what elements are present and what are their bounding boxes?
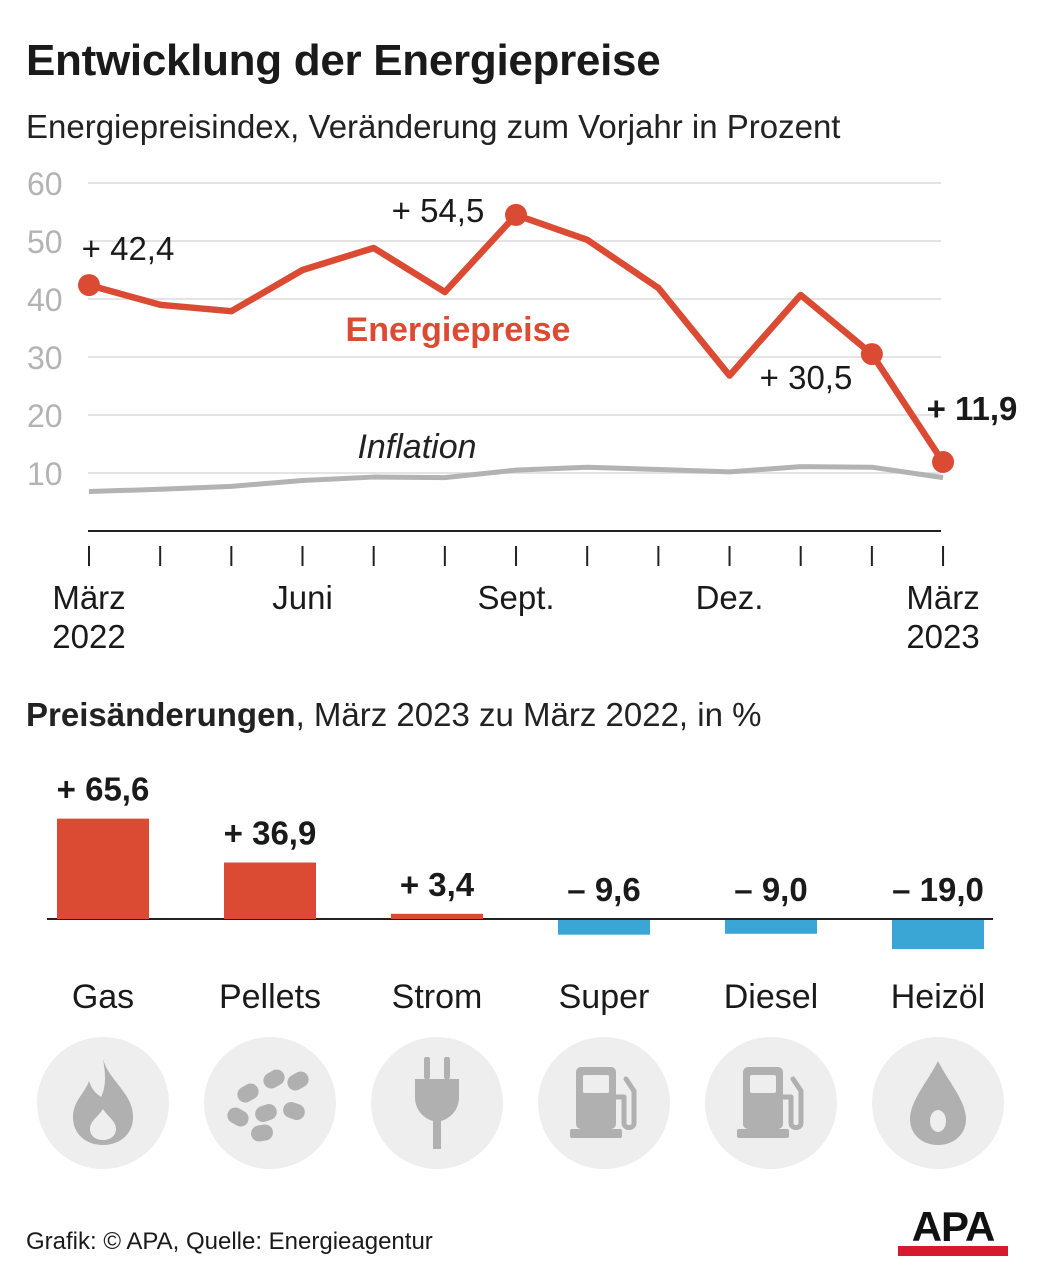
bar-value-label: – 9,0 [734,871,807,908]
series-label-inflation: Inflation [357,428,476,466]
bar-value-label: + 3,4 [400,866,475,903]
y-tick-label: 40 [27,282,63,318]
plug-pin [424,1057,430,1079]
pump-hose [780,1076,804,1130]
pellet [227,1107,249,1127]
bar-category-label: Heizöl [891,978,985,1016]
bar [558,920,650,935]
series-label-energy: Energiepreise [346,311,571,349]
pellet [287,1071,309,1091]
chart-subtitle: Energiepreisindex, Veränderung zum Vorja… [26,108,841,145]
pump-base [737,1129,789,1138]
pump-display [750,1075,776,1093]
bar-value-label: + 65,6 [57,771,150,808]
y-tick-label: 10 [27,456,63,492]
bar [391,913,483,919]
x-tick-label: Juni [272,579,333,616]
chart-title: Entwicklung der Energiepreise [26,36,661,85]
source-footer: Grafik: © APA, Quelle: Energieagentur [26,1228,433,1255]
icon-circle [204,1037,336,1169]
y-tick-label: 20 [27,398,63,434]
energy-data-point [932,450,955,473]
bar [892,920,984,950]
x-tick-label: Dez. [696,579,764,616]
pellet [251,1124,273,1142]
pellet [283,1101,305,1121]
plug-pin [444,1057,450,1079]
bar [725,920,817,934]
pellet [237,1083,259,1103]
data-label: + 11,9 [927,390,1018,427]
inflation-line [88,464,944,495]
bar-category-label: Diesel [724,978,818,1016]
y-tick-label: 60 [27,166,63,202]
y-tick-label: 50 [27,224,63,260]
energy-data-point [505,203,528,226]
bar-value-label: + 36,9 [224,815,317,852]
data-label: + 54,5 [392,192,485,229]
pump-display [583,1075,609,1093]
fuel-pump-icon [570,1067,637,1138]
data-label: + 30,5 [760,359,853,396]
x-tick-label: 2023 [906,618,979,655]
bar-category-label: Super [559,978,650,1016]
plug-icon [415,1057,459,1149]
bar-category-label: Strom [392,978,483,1016]
fuel-pump-icon [737,1067,804,1138]
drop-highlight [930,1110,946,1132]
bar-chart-heading: Preisänderungen, März 2023 zu März 2022,… [26,696,761,734]
x-tick-label: März [906,579,979,616]
pellet [255,1103,277,1123]
apa-logo-bar [898,1246,1008,1256]
bar [224,862,316,919]
bar-category-label: Gas [72,978,134,1016]
pump-hose [613,1076,637,1130]
bar [57,818,149,919]
flame-shape [73,1059,133,1145]
y-tick-label: 30 [27,340,63,376]
bar-value-label: – 19,0 [892,871,984,908]
oil-drop-icon [910,1061,966,1145]
data-label: + 42,4 [82,230,175,267]
apa-logo: APA [898,1203,1008,1258]
x-tick-label: 2022 [52,618,125,655]
pellets-icon [227,1069,309,1142]
bar-value-label: – 9,6 [567,871,640,908]
x-tick-label: Sept. [477,579,554,616]
energy-data-point [860,343,883,366]
apa-logo-text: APA [911,1203,996,1250]
pump-base [570,1129,622,1138]
x-tick-label: März [52,579,125,616]
energy-data-point [78,274,100,297]
pellet [263,1069,285,1089]
bar-category-label: Pellets [219,978,321,1016]
plug-body [415,1079,459,1149]
drop-shape [910,1061,966,1145]
flame-inner [90,1109,116,1140]
flame-icon [73,1059,133,1145]
bar-chart-title-suffix: , März 2023 zu März 2022, in % [295,696,762,733]
bar-chart-title: Preisänderungen [26,696,296,733]
